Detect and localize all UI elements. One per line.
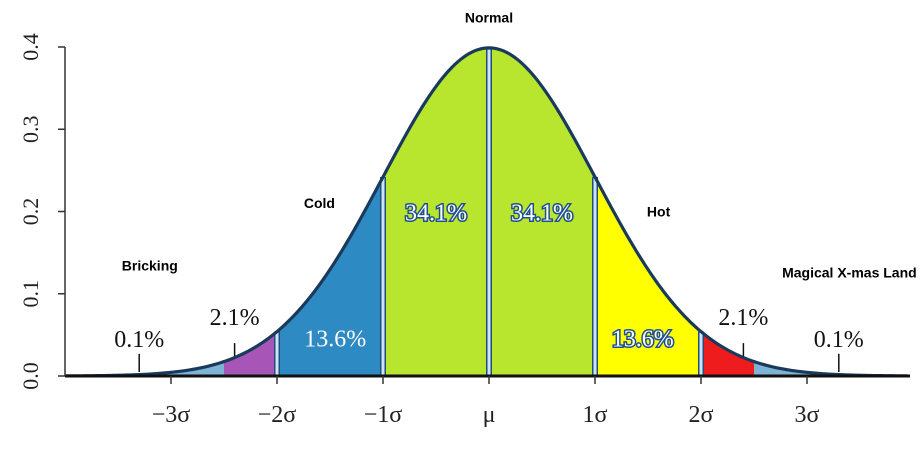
outside-percent-label: 2.1% xyxy=(718,305,768,331)
region-percent-label: 13.6% xyxy=(304,326,366,352)
x-tick-label: μ xyxy=(483,402,496,428)
x-tick-label: 3σ xyxy=(795,402,820,428)
x-tick-label: −3σ xyxy=(152,402,191,428)
category-label-hot: Hot xyxy=(647,203,671,219)
y-tick-label: 0.2 xyxy=(18,198,43,226)
y-tick-label: 0.3 xyxy=(18,116,43,144)
x-tick-label: 2σ xyxy=(689,402,714,428)
outside-percent-label: 2.1% xyxy=(210,305,260,331)
curve-layer xyxy=(64,46,908,378)
y-tick-label: 0.4 xyxy=(18,33,43,61)
labels-layer: 13.6% 34.1% 34.1% 13.6% 0.1% 2.1% 2.1% 0.1% Bric… xyxy=(114,9,917,372)
region-percent-label: 34.1% xyxy=(511,201,573,227)
outside-percent-label: 0.1% xyxy=(814,327,864,353)
density-curve xyxy=(64,46,908,378)
axes-layer: 0.0 0.1 0.2 0.3 0.4 −3σ −2σ −1σ μ 1σ 2σ 3σ xyxy=(18,33,910,428)
y-tick-label: 0.0 xyxy=(18,362,43,390)
region-percent-label: 13.6% xyxy=(612,326,674,352)
category-label-bricking: Bricking xyxy=(122,258,178,274)
category-label-normal: Normal xyxy=(465,9,513,25)
x-tick-label: −2σ xyxy=(258,402,297,428)
category-label-cold: Cold xyxy=(304,195,335,211)
y-tick-label: 0.1 xyxy=(18,280,43,308)
x-tick-label: −1σ xyxy=(364,402,403,428)
x-tick-label: 1σ xyxy=(583,402,608,428)
category-label-magical-x-mas-land: Magical X-mas Land xyxy=(782,264,917,280)
region-percent-label: 34.1% xyxy=(405,201,467,227)
outside-percent-label: 0.1% xyxy=(114,327,164,353)
